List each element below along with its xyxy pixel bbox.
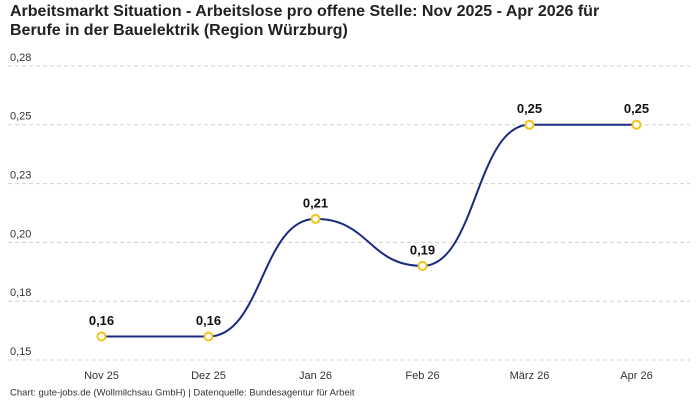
x-tick-label: März 26 bbox=[510, 370, 550, 382]
x-tick-label: Nov 25 bbox=[84, 370, 119, 382]
caption: Chart: gute-jobs.de (Wollmilchsau GmbH) … bbox=[10, 388, 355, 399]
x-tick-label: Jan 26 bbox=[299, 370, 332, 382]
line bbox=[101, 123, 637, 338]
marker bbox=[310, 213, 321, 224]
value-label: 0,21 bbox=[303, 195, 328, 210]
x-tick-label: Dez 25 bbox=[191, 370, 226, 382]
value-label: 0,16 bbox=[196, 313, 221, 328]
value-label: 0,25 bbox=[517, 101, 542, 116]
y-tick-label: 0,28 bbox=[10, 52, 31, 64]
y-tick-label: 0,23 bbox=[10, 170, 31, 182]
y-tick-label: 0,25 bbox=[10, 111, 31, 123]
y-tick-label: 0,15 bbox=[10, 346, 31, 358]
marker bbox=[203, 331, 214, 342]
value-label: 0,19 bbox=[410, 242, 435, 257]
y-tick-label: 0,18 bbox=[10, 287, 31, 299]
value-label: 0,16 bbox=[89, 313, 114, 328]
y-tick-label: 0,20 bbox=[10, 228, 31, 240]
marker bbox=[96, 331, 107, 342]
marker bbox=[631, 119, 642, 130]
x-tick-label: Feb 26 bbox=[405, 370, 439, 382]
x-tick-label: Apr 26 bbox=[620, 370, 652, 382]
chart-title: Arbeitsmarkt Situation - Arbeitslose pro… bbox=[10, 3, 600, 39]
marker bbox=[524, 119, 535, 130]
marker bbox=[417, 260, 428, 271]
value-label: 0,25 bbox=[624, 101, 649, 116]
